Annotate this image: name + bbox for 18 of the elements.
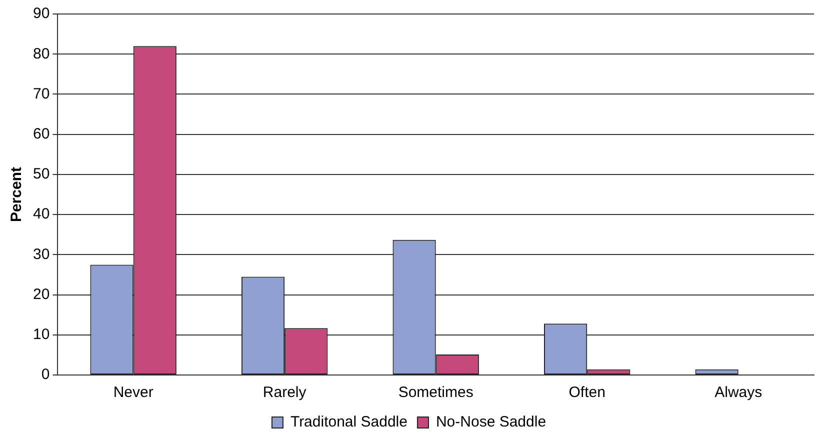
y-tick-label: 30 bbox=[32, 246, 50, 263]
y-tick-label: 90 bbox=[32, 5, 50, 22]
y-tick-label: 80 bbox=[32, 45, 50, 62]
y-axis-title: Percent bbox=[8, 166, 26, 222]
legend-label: No-Nose Saddle bbox=[436, 414, 546, 431]
x-tick-label: Always bbox=[714, 384, 762, 402]
y-tick-label: 20 bbox=[32, 286, 50, 303]
y-tick-label: 70 bbox=[32, 85, 50, 102]
y-tick-label: 50 bbox=[32, 166, 50, 183]
y-tick-label: 0 bbox=[41, 366, 50, 384]
x-tick-label: Often bbox=[568, 384, 606, 402]
y-tick-label: 40 bbox=[32, 206, 50, 223]
x-tick-label: Never bbox=[113, 384, 154, 402]
legend-label: Traditonal Saddle bbox=[290, 414, 408, 431]
y-tick-label: 60 bbox=[32, 125, 50, 142]
x-tick-label: Rarely bbox=[262, 384, 307, 402]
x-tick-label: Sometimes bbox=[398, 384, 474, 402]
y-tick-label: 10 bbox=[32, 326, 50, 344]
